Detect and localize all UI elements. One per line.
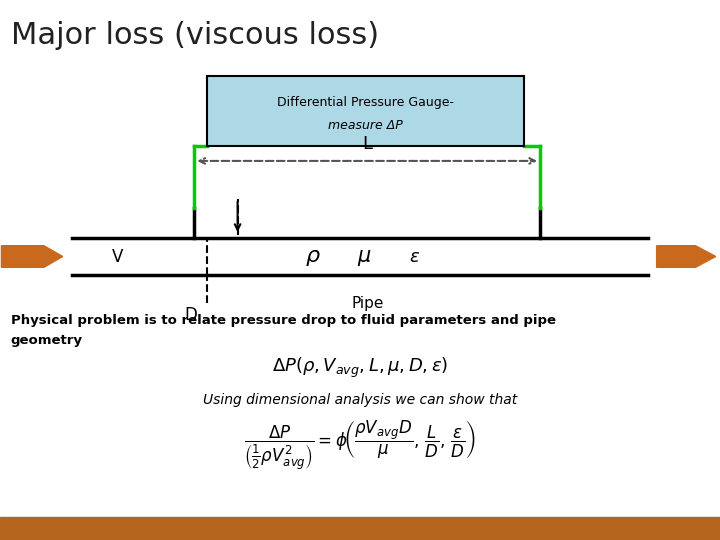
Text: Pipe: Pipe <box>351 296 383 311</box>
Text: geometry: geometry <box>11 334 83 347</box>
Text: Major loss (viscous loss): Major loss (viscous loss) <box>11 21 379 50</box>
Text: measure ΔP: measure ΔP <box>328 119 403 132</box>
Text: $\dfrac{\Delta P}{\left(\frac{1}{2}\rho V_{avg}^2\right)} = \phi\!\left(\dfrac{\: $\dfrac{\Delta P}{\left(\frac{1}{2}\rho … <box>244 418 476 472</box>
Text: V: V <box>112 247 123 266</box>
FancyBboxPatch shape <box>207 76 524 146</box>
Text: D: D <box>184 306 197 323</box>
FancyArrow shape <box>657 246 716 267</box>
Text: μ: μ <box>357 246 370 267</box>
Text: L: L <box>362 136 372 153</box>
Text: ε: ε <box>409 247 419 266</box>
Text: Using dimensional analysis we can show that: Using dimensional analysis we can show t… <box>203 393 517 407</box>
FancyArrow shape <box>1 246 63 267</box>
Text: ρ: ρ <box>306 246 320 267</box>
Text: $\Delta P(\rho, V_{avg}, L, \mu, D, \epsilon)$: $\Delta P(\rho, V_{avg}, L, \mu, D, \eps… <box>272 355 448 380</box>
Text: Physical problem is to relate pressure drop to fluid parameters and pipe: Physical problem is to relate pressure d… <box>11 314 556 327</box>
Bar <box>0 517 720 540</box>
Text: Differential Pressure Gauge-: Differential Pressure Gauge- <box>277 96 454 109</box>
